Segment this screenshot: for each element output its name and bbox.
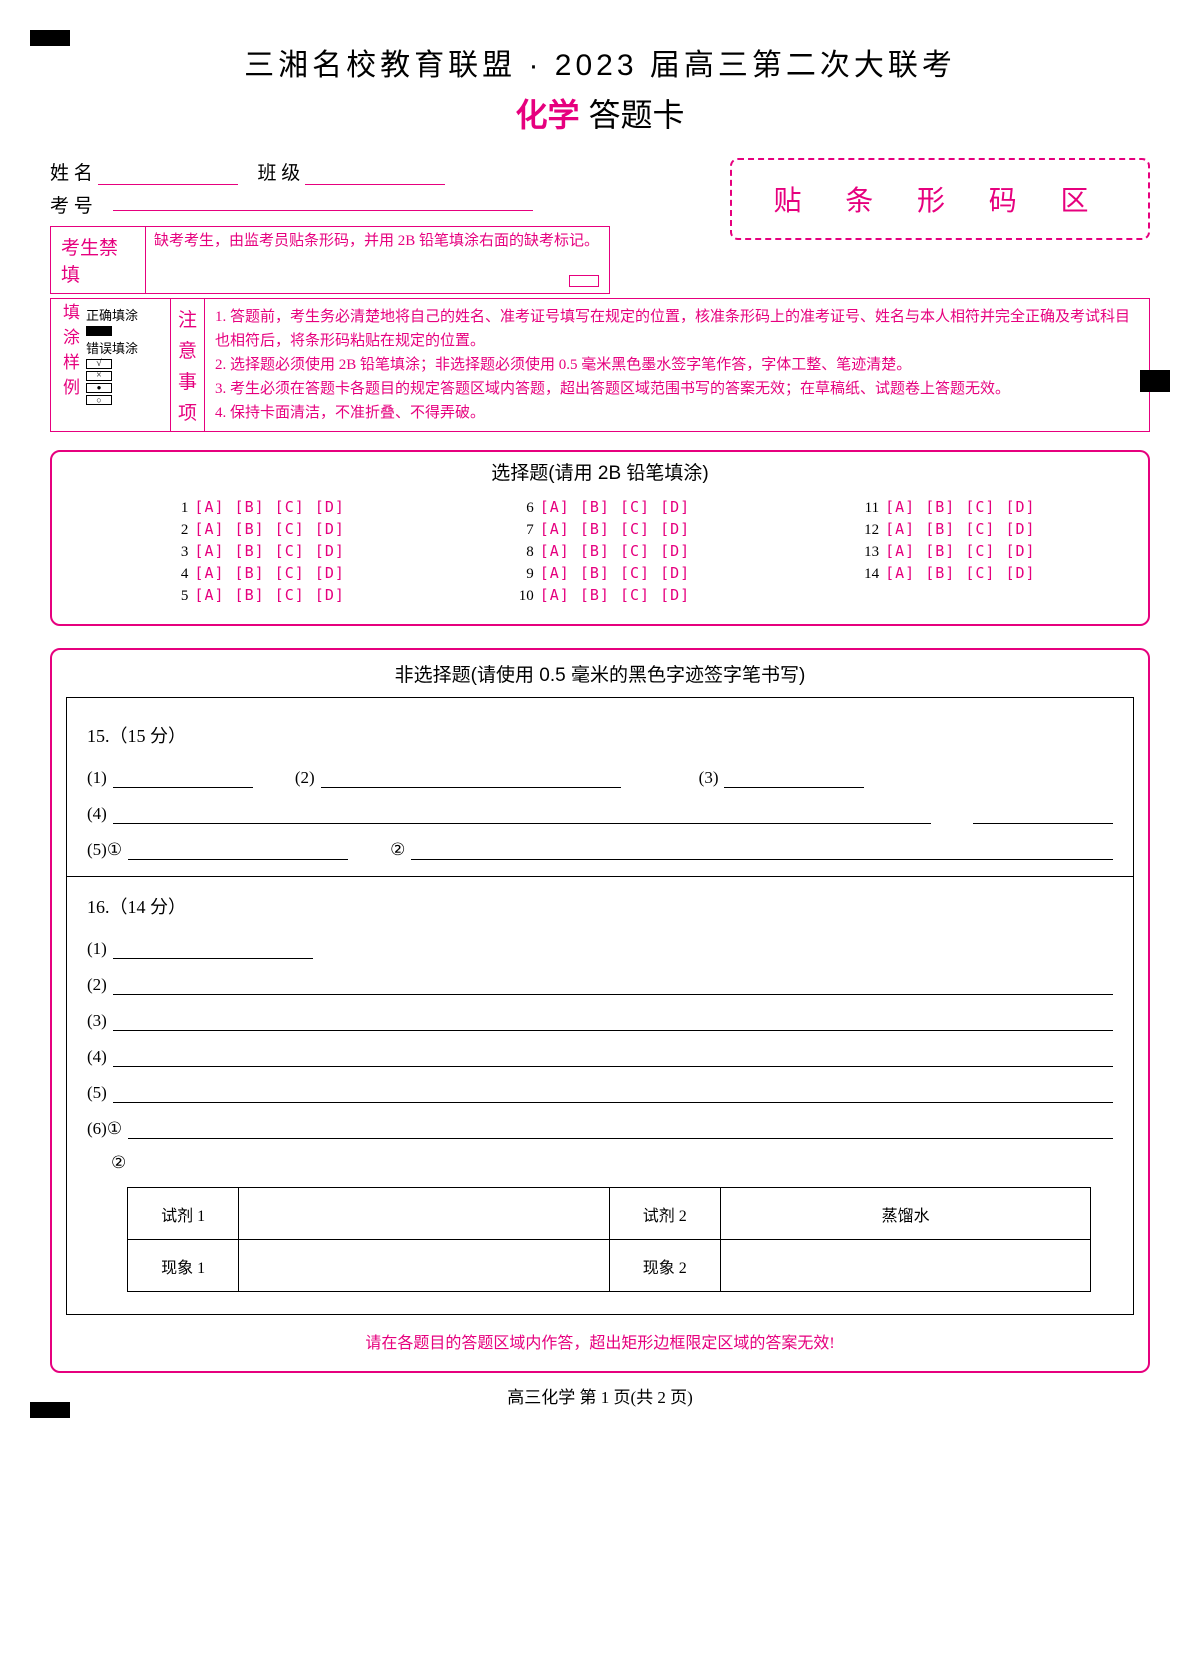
class-label: 班 级 [258, 163, 301, 184]
mcq-row-4[interactable]: 4[A] [B] [C] [D] [164, 564, 344, 583]
notice-item: 4. 保持卡面清洁，不准折叠、不得弄破。 [215, 401, 1139, 425]
q15-3-blank[interactable] [724, 766, 864, 788]
q15-5b-label: ② [390, 840, 405, 860]
footer-warning: 请在各题目的答题区域内作答，超出矩形边框限定区域的答案无效! [66, 1329, 1134, 1353]
corner-mark-tr [1140, 370, 1170, 392]
name-input[interactable] [98, 165, 238, 185]
sample-correct-icon [86, 326, 112, 336]
mcq-section: 选择题(请用 2B 铅笔填涂) 1[A] [B] [C] [D] 2[A] [B]… [50, 450, 1150, 626]
frq-inner: 15.（15 分） (1) (2) (3) (4) (5)① ② 16.（14 … [66, 697, 1134, 1315]
q16-1-blank[interactable] [113, 937, 313, 959]
sample-wrong-circle-icon [86, 395, 112, 405]
q16-6b-label: ② [111, 1153, 126, 1173]
fill-sample: 填涂样例 正确填涂 错误填涂 [51, 299, 171, 431]
page-footer: 高三化学 第 1 页(共 2 页) [50, 1383, 1150, 1408]
notice-vlabel: 注意事项 [171, 299, 205, 431]
q16-3-label: (3) [87, 1011, 107, 1031]
q16-5-label: (5) [87, 1083, 107, 1103]
mcq-row-5[interactable]: 5[A] [B] [C] [D] [164, 586, 344, 605]
notice-item: 2. 选择题必须使用 2B 铅笔填涂；非选择题必须使用 0.5 毫米黑色墨水签字… [215, 353, 1139, 377]
examid-label: 考 号 [50, 191, 93, 218]
mcq-row-10[interactable]: 10[A] [B] [C] [D] [510, 586, 690, 605]
table-r1c2-blank[interactable] [239, 1188, 610, 1240]
mcq-row-11[interactable]: 11[A] [B] [C] [D] [855, 498, 1035, 517]
notice-item: 1. 答题前，考生务必清楚地将自己的姓名、准考证号填写在规定的位置，核准条形码上… [215, 305, 1139, 353]
q15-1-blank[interactable] [113, 766, 253, 788]
subject-title: 化学 答题卡 [50, 90, 1150, 136]
table-r2c1: 现象 1 [128, 1240, 239, 1292]
table-r1c1: 试剂 1 [128, 1188, 239, 1240]
mcq-row-9[interactable]: 9[A] [B] [C] [D] [510, 564, 690, 583]
frq-title: 非选择题(请使用 0.5 毫米的黑色字迹签字笔书写) [66, 660, 1134, 687]
q16-4-label: (4) [87, 1047, 107, 1067]
answer-card-label: 答题卡 [588, 97, 684, 133]
barcode-area[interactable]: 贴 条 形 码 区 [730, 158, 1150, 240]
forbid-text: 缺考考生，由监考员贴条形码，并用 2B 铅笔填涂右面的缺考标记。 [146, 227, 609, 293]
table-r2c2-blank[interactable] [239, 1240, 610, 1292]
mcq-row-14[interactable]: 14[A] [B] [C] [D] [855, 564, 1035, 583]
q15-4-blank[interactable] [113, 802, 931, 824]
mcq-row-7[interactable]: 7[A] [B] [C] [D] [510, 520, 690, 539]
class-input[interactable] [305, 165, 445, 185]
forbid-box: 考生禁填 缺考考生，由监考员贴条形码，并用 2B 铅笔填涂右面的缺考标记。 [50, 226, 610, 294]
absent-mark[interactable] [569, 275, 599, 287]
name-label: 姓 名 [50, 163, 93, 184]
mcq-row-13[interactable]: 13[A] [B] [C] [D] [855, 542, 1035, 561]
q-separator [67, 876, 1133, 877]
mcq-row-1[interactable]: 1[A] [B] [C] [D] [164, 498, 344, 517]
q15-2-label: (2) [295, 768, 315, 788]
q15-head: 15.（15 分） [87, 722, 1113, 748]
q16-head: 16.（14 分） [87, 893, 1113, 919]
mcq-row-8[interactable]: 8[A] [B] [C] [D] [510, 542, 690, 561]
corner-mark-tl [30, 30, 70, 46]
table-r1c3: 试剂 2 [609, 1188, 720, 1240]
q15-5a-label: (5)① [87, 840, 122, 860]
q16-2-blank[interactable] [113, 973, 1113, 995]
mcq-row-12[interactable]: 12[A] [B] [C] [D] [855, 520, 1035, 539]
table-r2c3: 现象 2 [609, 1240, 720, 1292]
q15-3-label: (3) [699, 768, 719, 788]
q16-6a-label: (6)① [87, 1119, 122, 1139]
q15-4-label: (4) [87, 804, 107, 824]
frq-section: 非选择题(请使用 0.5 毫米的黑色字迹签字笔书写) 15.（15 分） (1)… [50, 648, 1150, 1373]
exam-title: 三湘名校教育联盟 · 2023 届高三第二次大联考 [50, 40, 1150, 84]
q16-2-label: (2) [87, 975, 107, 995]
q15-1-label: (1) [87, 768, 107, 788]
sample-wrong-dot-icon [86, 383, 112, 393]
mcq-row-2[interactable]: 2[A] [B] [C] [D] [164, 520, 344, 539]
notice-list: 1. 答题前，考生务必清楚地将自己的姓名、准考证号填写在规定的位置，核准条形码上… [205, 299, 1149, 431]
forbid-label: 考生禁填 [51, 227, 146, 293]
sample-wrong-check-icon [86, 359, 112, 369]
q15-4b-blank[interactable] [973, 802, 1113, 824]
table-r2c4-blank[interactable] [720, 1240, 1091, 1292]
q16-1-label: (1) [87, 939, 107, 959]
q16-3-blank[interactable] [113, 1009, 1113, 1031]
q16-4-blank[interactable] [113, 1045, 1113, 1067]
reagent-table: 试剂 1 试剂 2 蒸馏水 现象 1 现象 2 [127, 1187, 1091, 1292]
q15-5b-blank[interactable] [411, 838, 1113, 860]
subject-name: 化学 [516, 97, 580, 133]
q15-2-blank[interactable] [321, 766, 621, 788]
q16-6a-blank[interactable] [128, 1117, 1113, 1139]
table-r1c4: 蒸馏水 [720, 1188, 1091, 1240]
mcq-row-3[interactable]: 3[A] [B] [C] [D] [164, 542, 344, 561]
mcq-title: 选择题(请用 2B 铅笔填涂) [52, 458, 1148, 485]
examid-input[interactable] [113, 191, 533, 211]
q16-5-blank[interactable] [113, 1081, 1113, 1103]
mcq-row-6[interactable]: 6[A] [B] [C] [D] [510, 498, 690, 517]
q15-5a-blank[interactable] [128, 838, 348, 860]
instruction-block: 填涂样例 正确填涂 错误填涂 注意事项 1. 答题前，考生务必清楚地将自己的姓名… [50, 298, 1150, 432]
notice-item: 3. 考生必须在答题卡各题目的规定答题区域内答题，超出答题区域范围书写的答案无效… [215, 377, 1139, 401]
corner-mark-bl [30, 1402, 70, 1418]
sample-wrong-x-icon [86, 371, 112, 381]
